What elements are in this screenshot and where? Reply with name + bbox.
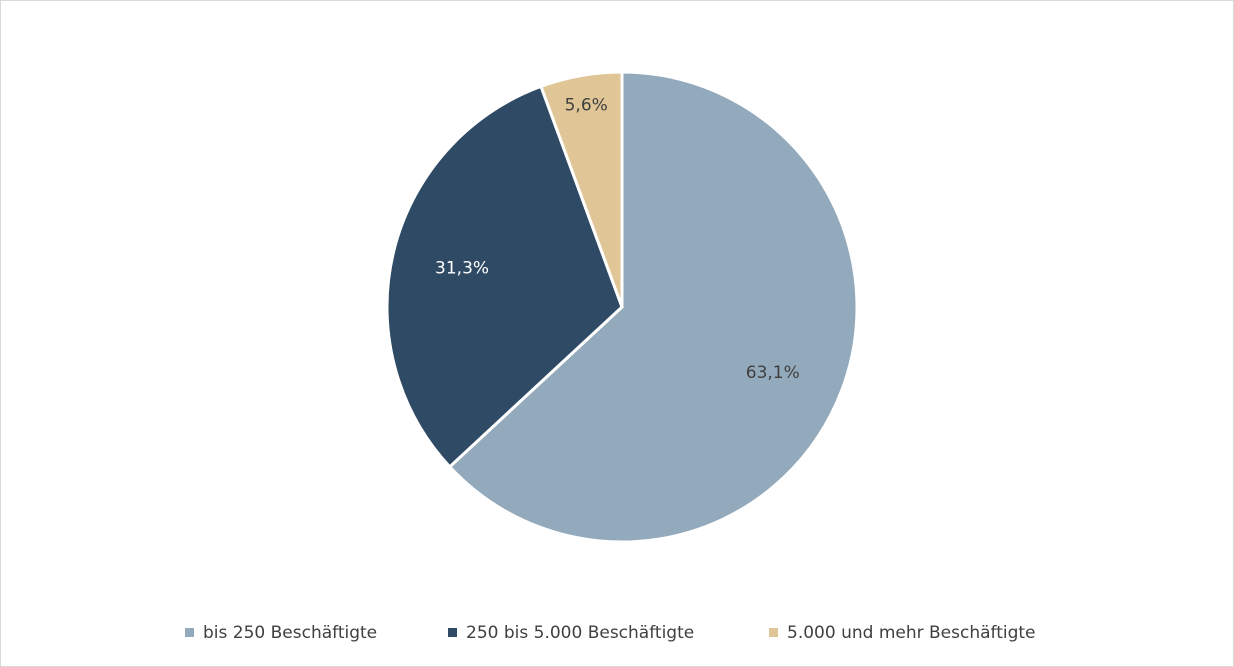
data-label: 31,3% — [435, 259, 489, 279]
pie-slice — [539, 70, 624, 308]
legend-marker — [448, 628, 457, 637]
legend-marker — [769, 628, 778, 637]
data-label: 5,6% — [565, 96, 608, 116]
legend-label: bis 250 Beschäftigte — [203, 623, 377, 643]
pie-slice — [447, 70, 859, 544]
pie-slice — [385, 84, 624, 469]
data-label: 63,1% — [746, 363, 800, 383]
legend-label: 250 bis 5.000 Beschäftigte — [466, 623, 694, 643]
legend-label: 5.000 und mehr Beschäftigte — [787, 623, 1036, 643]
legend-marker — [185, 628, 194, 637]
